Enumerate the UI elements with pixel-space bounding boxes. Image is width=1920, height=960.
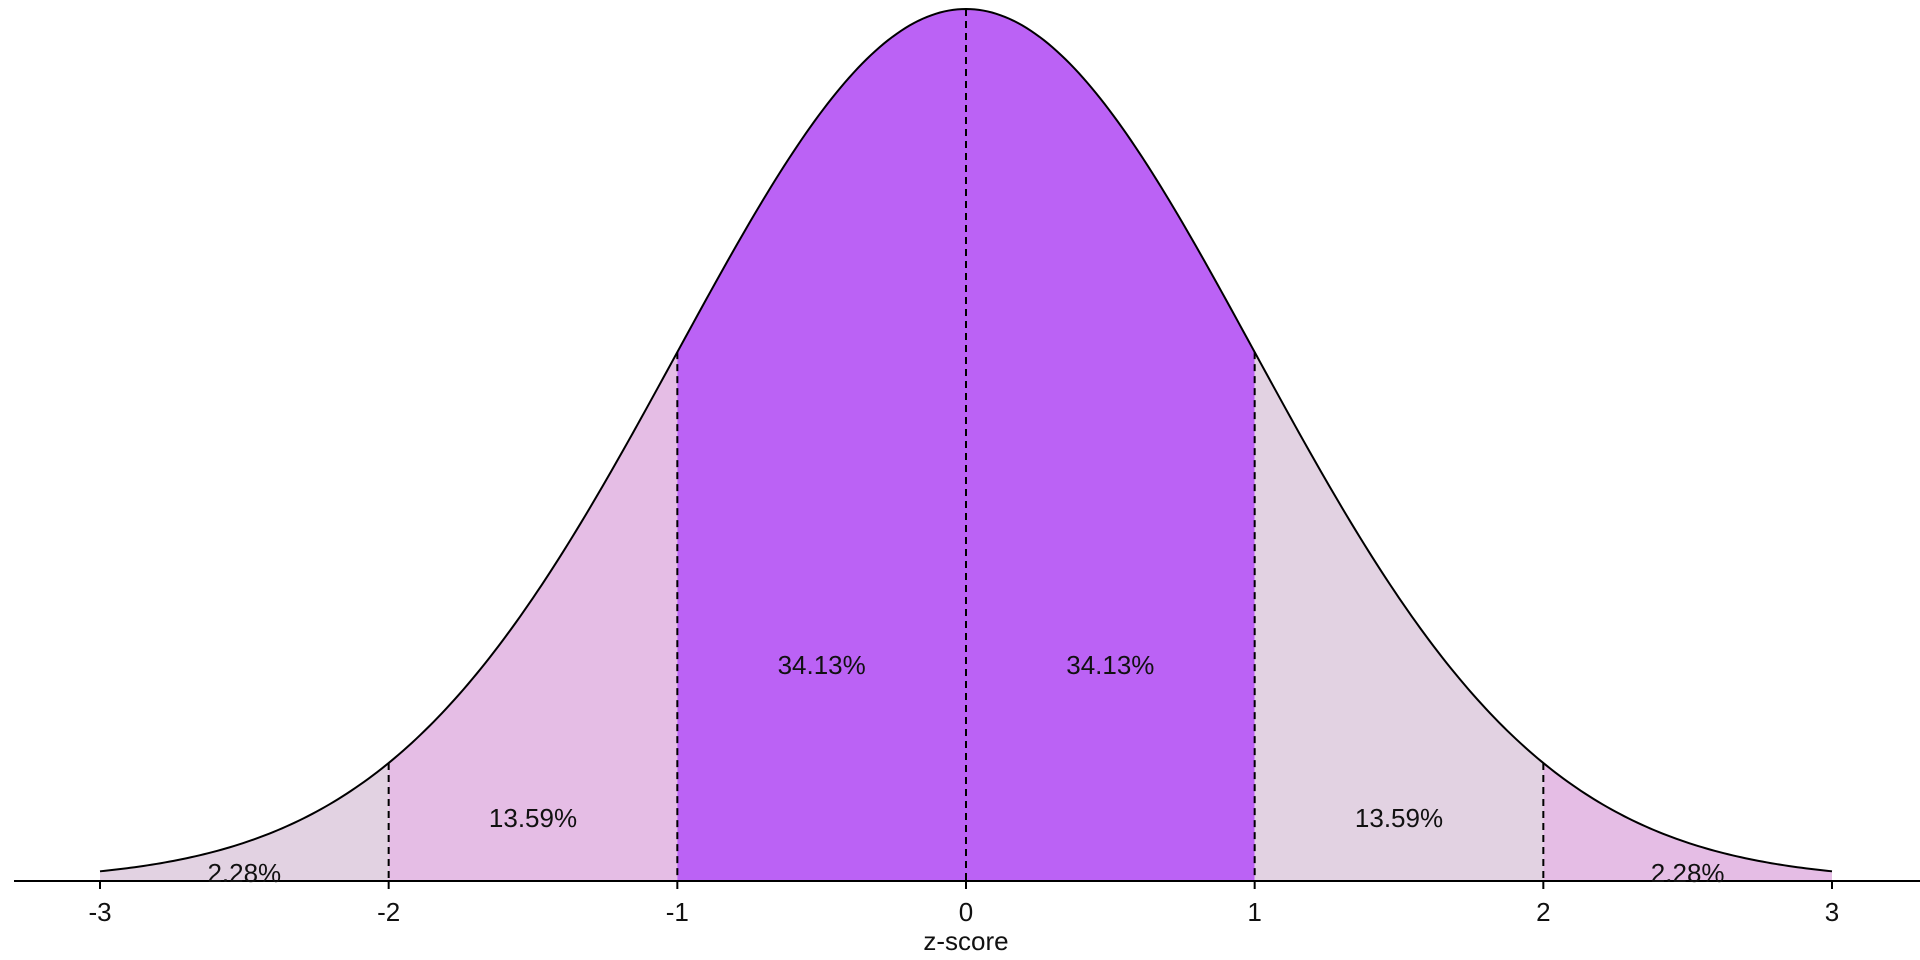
x-tick-label: 3 [1825, 897, 1839, 927]
x-tick-label: -1 [666, 897, 689, 927]
region-percentage-label: 2.28% [1651, 858, 1725, 888]
region-fill [1543, 762, 1832, 881]
region-fill [388, 352, 678, 881]
region-percentage-label: 34.13% [778, 650, 866, 680]
region-fill [1254, 352, 1544, 881]
density-curve [99, 7, 1833, 873]
region-fill [100, 762, 389, 881]
region-percentage-label: 13.59% [489, 803, 577, 833]
x-tick-label: 2 [1536, 897, 1550, 927]
region-fill [677, 9, 966, 881]
x-tick-label: -3 [88, 897, 111, 927]
boundary-lines [387, 9, 1545, 881]
region-labels: 2.28% 13.59% 34.13% 34.13% 13.59% 2.28% [207, 650, 1724, 888]
region-percentage-label: 2.28% [207, 858, 281, 888]
region-percentage-label: 34.13% [1066, 650, 1154, 680]
region-fills [100, 9, 1832, 881]
x-tick-label: -2 [377, 897, 400, 927]
x-axis-ticks: -3 -2 -1 0 1 2 3 [88, 881, 1839, 927]
region-fill [966, 9, 1255, 881]
x-tick-label: 1 [1247, 897, 1261, 927]
region-percentage-label: 13.59% [1355, 803, 1443, 833]
x-tick-label: 0 [959, 897, 973, 927]
x-axis-title: z-score [923, 926, 1008, 956]
